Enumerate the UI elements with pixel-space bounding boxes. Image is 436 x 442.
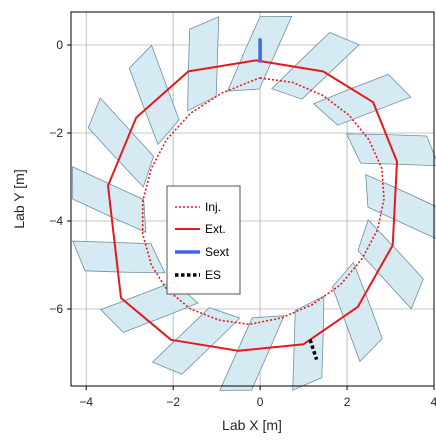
magnet-sector (187, 16, 220, 112)
magnet-sector (219, 315, 285, 391)
magnet-sector (331, 261, 383, 363)
y-tick-label: −4 (49, 214, 63, 228)
magnet-sector (72, 240, 166, 274)
x-tick-label: −4 (79, 395, 93, 409)
y-tick-label: 0 (56, 38, 63, 52)
magnet-sector (128, 44, 180, 146)
x-axis-ticks: −4 −2 0 2 4 (79, 386, 436, 409)
series-line-inj (141, 77, 385, 326)
series-line-es (308, 339, 319, 361)
x-tick-label: 0 (257, 395, 264, 409)
legend-label-sext: Sext (205, 245, 230, 259)
x-axis-label: Lab X [m] (222, 417, 282, 433)
magnet-sector (365, 173, 436, 240)
magnet-sector (292, 295, 325, 391)
y-tick-label: −2 (49, 126, 63, 140)
y-axis-ticks: 0 −2 −4 −6 (49, 38, 71, 316)
legend-label-es: ES (205, 268, 221, 282)
legend-label-inj: Inj. (205, 200, 221, 214)
legend-box (166, 185, 241, 295)
legend: Inj. Ext. Sext ES (166, 185, 241, 295)
series-line-ext (107, 59, 398, 352)
y-axis-label: Lab Y [m] (11, 169, 27, 228)
plot-frame (70, 11, 435, 387)
x-tick-label: 4 (431, 395, 436, 409)
legend-label-ext: Ext. (205, 222, 226, 236)
magnet-sector (357, 219, 424, 310)
series-lines (107, 38, 398, 361)
magnet-sector (87, 97, 155, 188)
magnet-sectors (72, 15, 436, 391)
x-tick-label: −2 (166, 395, 180, 409)
y-tick-label: −6 (49, 302, 63, 316)
x-tick-label: 2 (344, 395, 351, 409)
